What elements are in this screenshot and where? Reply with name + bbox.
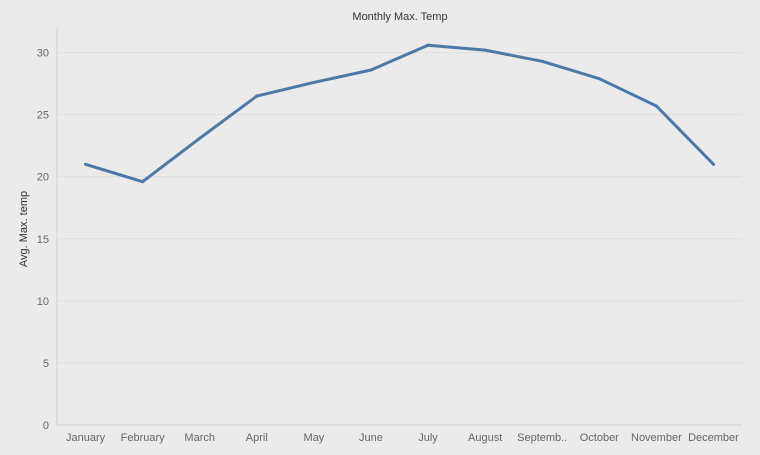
x-tick-label: November — [631, 432, 682, 444]
x-axis-ticks: January February March April May June July Augu… — [66, 432, 739, 444]
y-tick-label: 10 — [37, 296, 49, 308]
y-tick-label: 25 — [37, 110, 49, 122]
data-point — [198, 136, 202, 140]
data-point — [84, 162, 88, 166]
series-line — [84, 43, 715, 184]
data-point — [255, 94, 259, 98]
x-tick-label: Septemb.. — [517, 432, 567, 444]
x-tick-label: January — [66, 432, 106, 444]
data-point — [141, 180, 145, 184]
data-point — [597, 77, 601, 81]
x-tick-label: December — [688, 432, 739, 444]
data-point — [312, 80, 316, 84]
x-tick-label: June — [359, 432, 383, 444]
x-tick-label: April — [246, 432, 268, 444]
y-axis-title: Avg. Max. temp — [18, 191, 30, 267]
y-axis-ticks: 0 5 10 15 20 25 30 — [37, 48, 49, 432]
series-layer — [84, 43, 715, 184]
y-tick-label: 5 — [43, 358, 49, 370]
y-tick-label: 20 — [37, 172, 49, 184]
axes — [56, 28, 742, 426]
data-point — [483, 48, 487, 52]
x-tick-label: August — [468, 432, 502, 444]
data-point — [426, 43, 430, 47]
data-point — [711, 162, 715, 166]
y-tick-label: 0 — [43, 420, 49, 432]
x-tick-label: March — [184, 432, 215, 444]
data-point — [654, 104, 658, 108]
y-tick-label: 15 — [37, 234, 49, 246]
data-point — [540, 59, 544, 63]
x-tick-label: February — [121, 432, 166, 444]
x-tick-label: October — [580, 432, 619, 444]
chart-title: Monthly Max. Temp — [352, 11, 447, 23]
y-tick-label: 30 — [37, 48, 49, 60]
data-point — [369, 68, 373, 72]
gridlines — [57, 52, 742, 364]
x-tick-label: May — [303, 432, 324, 444]
x-tick-label: July — [418, 432, 438, 444]
